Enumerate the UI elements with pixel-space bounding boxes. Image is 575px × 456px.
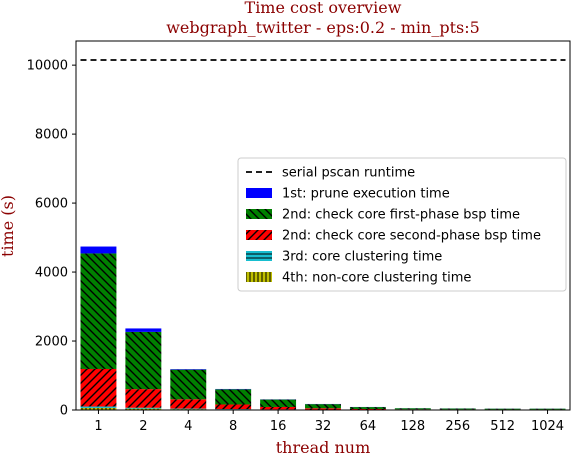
legend-swatch (246, 188, 272, 198)
x-tick-label: 1024 (531, 419, 564, 434)
bar-segment-8-s2 (215, 404, 251, 409)
bar-segment-128-s3 (395, 408, 431, 409)
legend-label: 1st: prune execution time (282, 187, 450, 202)
x-tick-label: 1 (94, 419, 102, 434)
x-tick-label: 4 (184, 419, 192, 434)
y-tick-label: 10000 (27, 59, 68, 74)
x-tick-label: 8 (229, 419, 237, 434)
bar-segment-4-s1 (170, 409, 206, 410)
x-tick-label: 128 (400, 419, 425, 434)
x-tick-label: 64 (360, 419, 377, 434)
legend-swatch (246, 230, 272, 240)
legend-label: 2nd: check core second-phase bsp time (282, 229, 541, 244)
x-tick-label: 256 (445, 419, 470, 434)
y-tick-label: 2000 (35, 335, 68, 350)
bar-segment-2-s1 (125, 408, 161, 409)
bar-segment-4-s4 (170, 369, 206, 370)
bar-segment-16-s2 (260, 407, 296, 409)
bar-segment-1-s4 (80, 247, 116, 254)
legend-label: 4th: non-core clustering time (282, 271, 471, 286)
y-tick-label: 6000 (35, 197, 68, 212)
bar-segment-32-s2 (305, 408, 341, 409)
x-tick-label: 2 (139, 419, 147, 434)
bar-segment-4-s2 (170, 399, 206, 408)
legend-swatch (246, 209, 272, 219)
x-tick-label: 32 (315, 419, 332, 434)
chart-title: Time cost overview (245, 0, 402, 17)
bar-segment-16-s3 (260, 400, 296, 407)
legend-label: 2nd: check core first-phase bsp time (282, 208, 520, 223)
y-axis-title: time (s) (0, 195, 17, 257)
bar-segment-64-s3 (350, 407, 386, 409)
legend: serial pscan runtime 1st: prune execution… (238, 158, 566, 291)
legend-label: serial pscan runtime (282, 166, 415, 181)
y-tick-label: 4000 (35, 266, 68, 281)
bar-segment-8-s3 (215, 389, 251, 404)
legend-swatch (246, 272, 272, 282)
bar-segment-1024-s3 (530, 409, 566, 410)
plot-area: 1 2 4 8 16 32 64 128 256 512 1024 0 2000 4000 6000 8000… (27, 41, 570, 434)
y-tick-label: 0 (60, 404, 68, 419)
bar-segment-512-s3 (485, 409, 521, 410)
bar-segment-2-s4 (125, 328, 161, 331)
bar-segment-4-s3 (170, 370, 206, 400)
legend-label: 3rd: core clustering time (282, 250, 442, 265)
bar-segment-1-s1 (80, 407, 116, 408)
bar-segment-2-s3 (125, 332, 161, 389)
bar-segment-32-s3 (305, 404, 341, 408)
bar-segment-1-s2 (80, 369, 116, 407)
x-tick-label: 512 (490, 419, 515, 434)
chart-subtitle: webgraph_twitter - eps:0.2 - min_pts:5 (166, 18, 480, 37)
bar-segment-2-s2 (125, 389, 161, 408)
legend-swatch (246, 251, 272, 261)
bar-segment-256-s3 (440, 409, 476, 410)
x-tick-label: 16 (270, 419, 287, 434)
bar-segment-1-s3 (80, 253, 116, 369)
x-axis-title: thread num (276, 438, 371, 456)
y-tick-label: 8000 (35, 128, 68, 143)
